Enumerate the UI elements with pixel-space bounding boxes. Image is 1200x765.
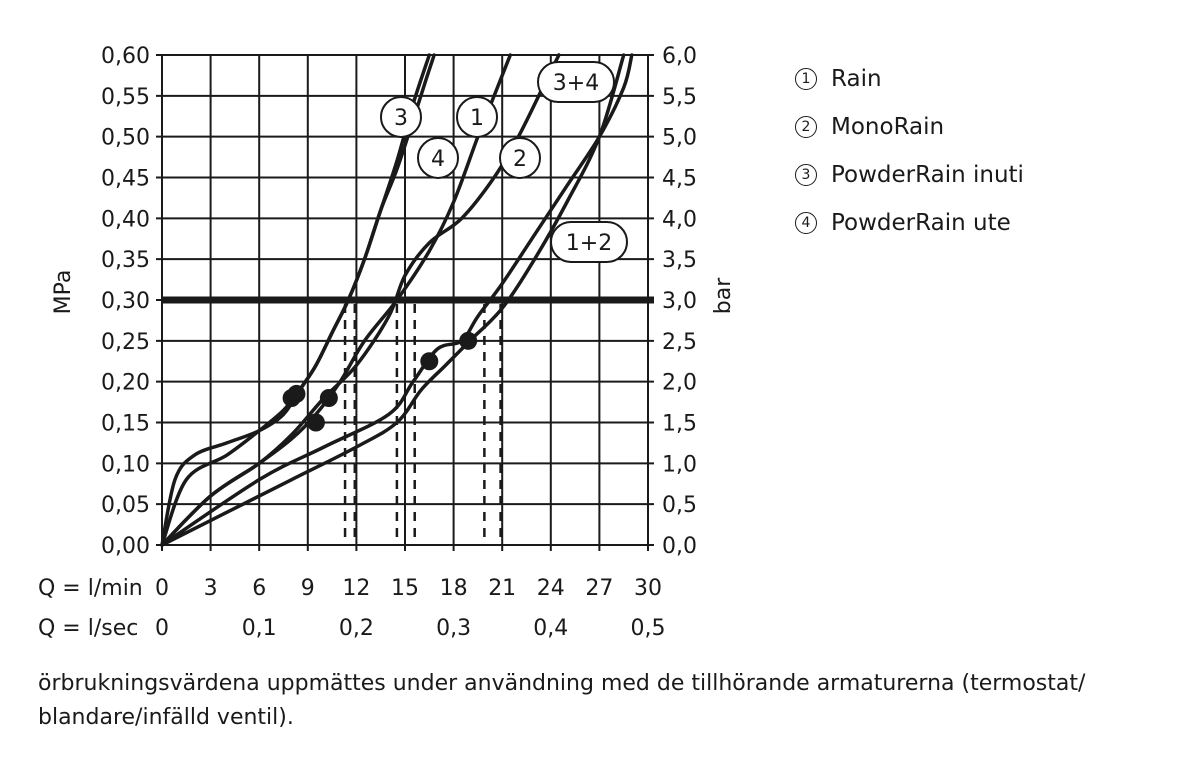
y-tick-label-right: 3,0 [662, 289, 697, 314]
y-tick-label-right: 6,0 [662, 44, 697, 69]
x-tick-label-lmin: 21 [488, 576, 516, 601]
x-tick-label-lmin: 3 [204, 576, 218, 601]
tick-labels: 0,000,050,100,150,200,250,300,350,400,45… [101, 44, 697, 641]
y-tick-label-right: 0,0 [662, 534, 697, 559]
y-tick-label-right: 3,5 [662, 248, 697, 273]
y-tick-label-right: 1,5 [662, 412, 697, 437]
curve-label-text: 4 [431, 147, 445, 172]
y-tick-label-left: 0,35 [101, 248, 150, 273]
y-tick-label-right: 0,5 [662, 493, 697, 518]
legend-label: Rain [831, 66, 882, 92]
y-tick-label-right: 2,0 [662, 371, 697, 396]
y-axis-title-right: bar [711, 277, 736, 314]
curve-label-3-plus-4: 3+4 [537, 61, 615, 103]
curve-label-badge [380, 96, 422, 138]
y-axis-title-left: MPa [51, 270, 76, 315]
y-tick-label-left: 0,25 [101, 330, 150, 355]
legend-label: MonoRain [831, 114, 945, 140]
y-tick-label-right: 5,5 [662, 85, 697, 110]
x-tick-label-lsec: 0,5 [631, 616, 666, 641]
x-tick-label-lsec: 0,1 [242, 616, 277, 641]
x-tick-label-lmin: 27 [585, 576, 613, 601]
curve-1-plus-2 [160, 53, 626, 547]
y-tick-label-left: 0,45 [101, 167, 150, 192]
marker-dot [319, 389, 338, 407]
curve-label-badge [537, 61, 615, 103]
x-tick-label-lsec: 0,3 [436, 616, 471, 641]
x-tick-label-lmin: 15 [391, 576, 419, 601]
curve-labels: 341 2 3+4 1+2 [380, 61, 628, 263]
legend-number: 2 [795, 116, 817, 138]
markers [282, 331, 478, 432]
x-tick-label-lmin: 0 [155, 576, 169, 601]
x-tick-label-lmin: 6 [252, 576, 266, 601]
y-tick-label-left: 0,05 [101, 493, 150, 518]
x-tick-label-lmin: 24 [537, 576, 565, 601]
curve-label-text: 1 [470, 106, 484, 131]
y-tick-label-left: 0,30 [101, 289, 150, 314]
caption: örbrukningsvärdena uppmättes under använ… [38, 671, 1086, 730]
legend-item: 4 PowderRain ute [795, 199, 1024, 247]
curve-label-badge [456, 96, 498, 138]
y-tick-label-right: 4,0 [662, 207, 697, 232]
y-tick-label-left: 0,55 [101, 85, 150, 110]
legend-item: 2 MonoRain [795, 103, 1024, 151]
x-tick-label-lmin: 18 [440, 576, 468, 601]
y-tick-label-right: 1,0 [662, 452, 697, 477]
x-tick-label-lsec: 0,2 [339, 616, 374, 641]
x-tick-label-lmin: 9 [301, 576, 315, 601]
marker-dot [420, 352, 439, 371]
legend-label: PowderRain inuti [831, 162, 1024, 188]
x-tick-label-lmin: 12 [342, 576, 370, 601]
curve-4 [160, 53, 432, 547]
marker-dot [459, 331, 478, 350]
curve-label-4: 4 [417, 137, 459, 179]
curve-label-1-plus-2: 1+2 [550, 221, 628, 263]
legend-number: 3 [795, 164, 817, 186]
curve-label-badge [417, 137, 459, 179]
legend-label: PowderRain ute [831, 210, 1011, 236]
marker-dot [287, 384, 306, 403]
legend-item: 3 PowderRain inuti [795, 151, 1024, 199]
y-tick-label-left: 0,40 [101, 207, 150, 232]
legend-number: 4 [795, 212, 817, 234]
legend-number: 1 [795, 68, 817, 90]
x-row1-label: Q = l/min [38, 576, 143, 601]
curve-label-badge [550, 221, 628, 263]
legend: 1 Rain 2 MonoRain 3 PowderRain inuti 4 P… [795, 55, 1024, 247]
curve-label-text: 3 [394, 106, 408, 131]
dashed-drop-lines [343, 304, 502, 545]
curve-label-text: 2 [513, 147, 527, 172]
x-row2-label: Q = l/sec [38, 616, 138, 641]
y-tick-label-left: 0,60 [101, 44, 150, 69]
y-tick-label-right: 2,5 [662, 330, 697, 355]
y-tick-label-right: 5,0 [662, 126, 697, 151]
marker-dot [306, 413, 325, 432]
y-tick-label-left: 0,15 [101, 412, 150, 437]
y-tick-label-left: 0,00 [101, 534, 150, 559]
curve-label-badge [499, 137, 541, 179]
x-tick-label-lmin: 30 [634, 576, 662, 601]
y-tick-label-left: 0,20 [101, 371, 150, 396]
y-tick-label-right: 4,5 [662, 167, 697, 192]
x-tick-label-lsec: 0 [155, 616, 169, 641]
curve-label-1: 1 [456, 96, 498, 138]
curve-label-text: 3+4 [553, 71, 599, 96]
legend-item: 1 Rain [795, 55, 1024, 103]
y-tick-label-left: 0,50 [101, 126, 150, 151]
curve-label-text: 1+2 [566, 231, 612, 256]
curve-label-3: 3 [380, 96, 422, 138]
y-tick-label-left: 0,10 [101, 452, 150, 477]
x-tick-label-lsec: 0,4 [533, 616, 568, 641]
curve-label-2: 2 [499, 137, 541, 179]
